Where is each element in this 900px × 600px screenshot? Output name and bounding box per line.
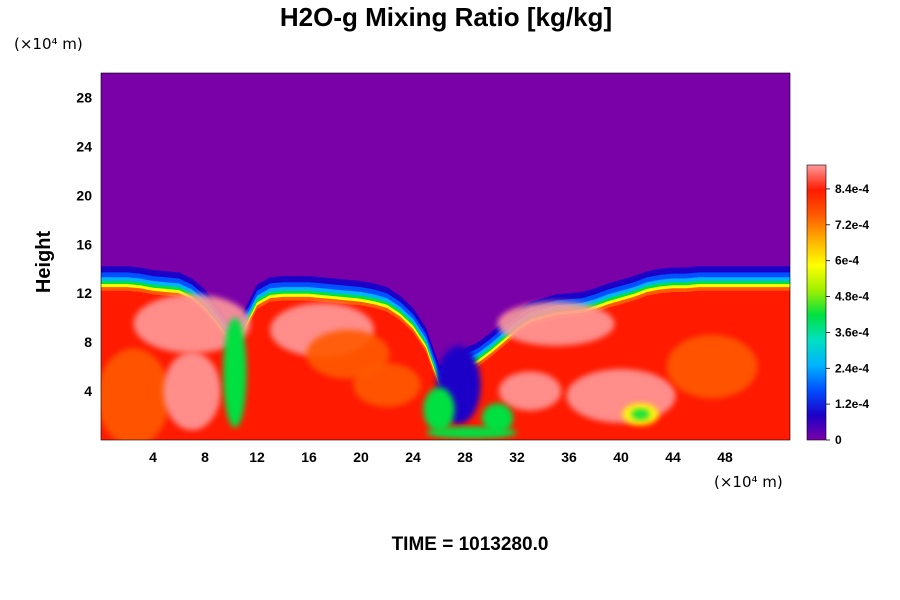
eddy-1 <box>101 348 170 440</box>
colorbar-tick-label: 2.4e-4 <box>835 361 869 375</box>
plot-frame <box>100 72 791 441</box>
eddy-9 <box>666 334 758 399</box>
heatmap-field <box>101 73 790 440</box>
dry-intrusion-0 <box>223 317 247 428</box>
colorbar-tick-label: 4.8e-4 <box>835 290 869 304</box>
y-tick-label: 12 <box>76 285 92 301</box>
chart-title: H2O-g Mixing Ratio [kg/kg] <box>280 2 612 32</box>
x-tick-label: 16 <box>301 449 317 465</box>
colorbar-tick-label: 3.6e-4 <box>835 325 869 339</box>
y-tick-label: 4 <box>84 383 92 399</box>
x-axis-unit: (×10⁴ m) <box>714 473 783 491</box>
x-tick-label: 12 <box>249 449 265 465</box>
dry-intrusion-2 <box>423 387 455 432</box>
colorbar-tick-label: 8.4e-4 <box>835 182 869 196</box>
x-tick-label: 8 <box>201 449 209 465</box>
colorbar-ticks: 0 1.2e-4 2.4e-4 3.6e-4 4.8e-4 6e-4 7.2e-4 8.4e-… <box>826 182 869 447</box>
colorbar-tick-label: 6e-4 <box>835 254 859 268</box>
y-axis-ticks: 4 8 12 16 20 24 28 <box>76 90 92 400</box>
x-tick-label: 4 <box>149 449 157 465</box>
y-tick-label: 8 <box>84 334 92 350</box>
x-tick-label: 20 <box>353 449 369 465</box>
dry-intrusion-3 <box>481 403 514 433</box>
y-axis-unit: (×10⁴ m) <box>14 35 83 53</box>
eddy-0 <box>133 294 251 354</box>
x-tick-label: 32 <box>509 449 525 465</box>
y-tick-label: 20 <box>76 187 92 203</box>
eddy-11 <box>631 408 650 420</box>
x-tick-label: 44 <box>665 449 681 465</box>
x-axis-ticks: 4 8 12 16 20 24 28 32 36 40 44 48 <box>149 449 733 465</box>
x-tick-label: 24 <box>405 449 421 465</box>
x-tick-label: 48 <box>717 449 733 465</box>
x-tick-label: 36 <box>561 449 577 465</box>
y-tick-label: 24 <box>76 138 92 154</box>
time-label: TIME = 1013280.0 <box>392 534 549 555</box>
colorbar <box>806 164 827 441</box>
colorbar-tick-label: 0 <box>835 433 842 447</box>
y-tick-label: 16 <box>76 236 92 252</box>
y-axis-label: Height <box>33 231 55 294</box>
colorbar-tick-label: 1.2e-4 <box>835 397 869 411</box>
x-tick-label: 28 <box>457 449 473 465</box>
eddy-7 <box>566 369 676 423</box>
eddy-5 <box>306 329 390 379</box>
eddy-8 <box>498 371 562 411</box>
eddy-6 <box>497 301 615 346</box>
colorbar-tick-label: 7.2e-4 <box>835 218 869 232</box>
dry-intrusion-4 <box>426 426 517 439</box>
eddy-2 <box>163 351 221 431</box>
y-tick-label: 28 <box>76 90 92 106</box>
x-tick-label: 40 <box>613 449 629 465</box>
